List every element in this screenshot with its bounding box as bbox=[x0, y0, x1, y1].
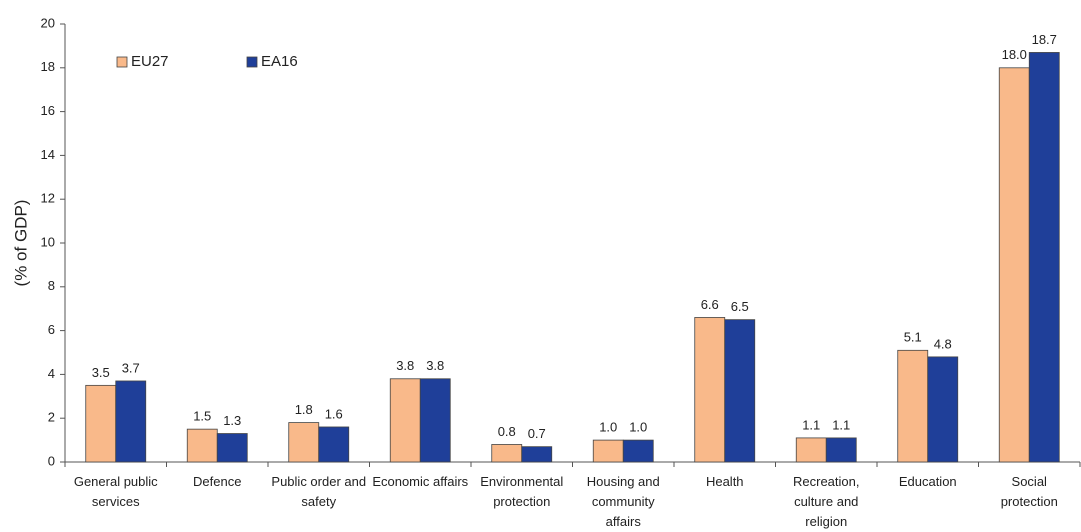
value-label: 4.8 bbox=[934, 336, 952, 351]
value-label: 0.7 bbox=[528, 426, 546, 441]
bar bbox=[724, 319, 756, 463]
x-tick-label: Health bbox=[705, 474, 744, 489]
bar bbox=[419, 378, 451, 463]
bar bbox=[216, 433, 248, 463]
bar bbox=[186, 428, 218, 463]
value-label: 3.8 bbox=[396, 358, 414, 373]
y-tick-label: 12 bbox=[41, 191, 55, 206]
bar bbox=[998, 67, 1030, 463]
bar bbox=[897, 349, 929, 463]
value-label: 18.0 bbox=[1002, 47, 1027, 62]
x-tick-label: Economic affairs bbox=[372, 474, 469, 489]
value-label: 1.8 bbox=[295, 402, 313, 417]
y-tick-label: 6 bbox=[48, 322, 55, 337]
y-tick-label: 20 bbox=[41, 15, 55, 30]
value-label: 1.1 bbox=[802, 417, 820, 432]
y-tick-label: 2 bbox=[48, 410, 55, 425]
bar bbox=[592, 439, 624, 463]
value-label: 3.5 bbox=[92, 365, 110, 380]
value-label: 1.3 bbox=[223, 413, 241, 428]
bar bbox=[85, 384, 117, 463]
x-tick-label: Environmental protection bbox=[480, 474, 564, 509]
bar bbox=[115, 380, 147, 463]
bar bbox=[694, 317, 726, 463]
legend-label: EU27 bbox=[131, 53, 169, 70]
bar bbox=[825, 437, 857, 463]
bar bbox=[622, 439, 654, 463]
value-label: 3.7 bbox=[122, 360, 140, 375]
bar bbox=[521, 446, 553, 463]
value-label: 6.5 bbox=[731, 299, 749, 314]
y-tick-label: 4 bbox=[48, 366, 55, 381]
x-tick-label: Social protection bbox=[1000, 474, 1058, 509]
y-axis-label: (% of GDP) bbox=[11, 200, 30, 287]
y-tick-label: 16 bbox=[41, 103, 55, 118]
y-tick-label: 14 bbox=[41, 147, 55, 162]
bar bbox=[491, 444, 523, 463]
x-tick-label: Public order and safety bbox=[271, 474, 367, 509]
x-tick-label: Education bbox=[898, 474, 957, 489]
x-tick-label: Defence bbox=[193, 474, 242, 489]
value-label: 6.6 bbox=[701, 297, 719, 312]
value-label: 1.1 bbox=[832, 417, 850, 432]
legend-label: EA16 bbox=[261, 53, 298, 70]
value-label: 1.6 bbox=[325, 406, 343, 421]
value-label: 1.0 bbox=[599, 420, 617, 435]
legend-swatch bbox=[116, 56, 128, 68]
bar bbox=[318, 426, 350, 463]
bar bbox=[795, 437, 827, 463]
x-tick-label: Housing and community affairs bbox=[586, 474, 660, 529]
value-label: 1.0 bbox=[629, 420, 647, 435]
x-tick-label: General public services bbox=[73, 474, 158, 509]
y-tick-label: 8 bbox=[48, 278, 55, 293]
legend-swatch bbox=[246, 56, 258, 68]
value-label: 18.7 bbox=[1032, 32, 1057, 47]
value-label: 0.8 bbox=[498, 424, 516, 439]
y-tick-label: 0 bbox=[48, 453, 55, 468]
value-label: 1.5 bbox=[193, 409, 211, 424]
y-tick-label: 18 bbox=[41, 59, 55, 74]
bar bbox=[1028, 52, 1060, 463]
value-label: 5.1 bbox=[904, 330, 922, 345]
bar bbox=[389, 378, 421, 463]
bar bbox=[927, 356, 959, 463]
x-tick-label: Recreation, culture and religion bbox=[793, 474, 860, 529]
bar bbox=[288, 422, 320, 463]
y-tick-label: 10 bbox=[41, 234, 55, 249]
value-label: 3.8 bbox=[426, 358, 444, 373]
